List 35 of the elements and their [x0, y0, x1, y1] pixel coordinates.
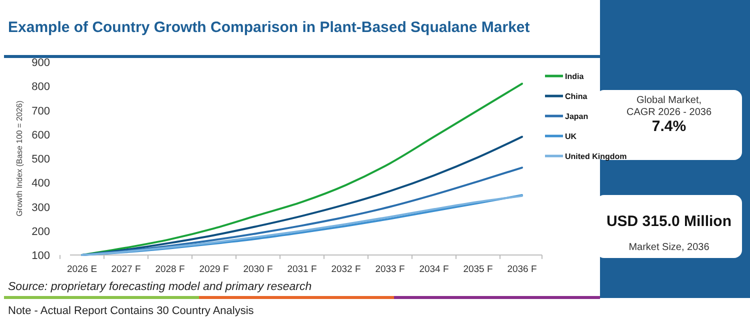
legend-label: United Kingdom — [565, 152, 627, 161]
text: Note - Actual Report Contains 30 Country Analysis — [8, 305, 254, 317]
y-tick-label: 200 — [32, 226, 50, 238]
y-tick-label: 900 — [32, 57, 50, 69]
x-tick-label: 2031 F — [287, 264, 317, 275]
y-tick-label: 300 — [32, 202, 50, 214]
x-tick-label: 2032 F — [331, 264, 361, 275]
x-tick-label: 2030 F — [243, 264, 273, 275]
x-tick-label: 2029 F — [199, 264, 229, 275]
y-tick-label: 100 — [32, 250, 50, 262]
y-tick-label: 400 — [32, 178, 50, 190]
line-series — [81, 136, 523, 256]
legend-label: China — [565, 92, 588, 101]
x-tick-label: 2034 F — [419, 264, 449, 275]
y-axis-title: Growth Index (Base 100 = 2026) — [15, 100, 24, 216]
line-series — [81, 82, 523, 256]
text: Market Size, 2036 — [628, 242, 710, 253]
x-tick-label: 2026 E — [66, 264, 98, 275]
source-note: Source: proprietary forecasting model and primary research — [8, 281, 312, 293]
x-tick-label: 2028 F — [155, 264, 185, 275]
text: 7.4% — [652, 118, 686, 135]
y-tick-label: 700 — [32, 105, 50, 118]
legend-label: UK — [565, 132, 577, 141]
text: Global Market, CAGR 2026 - 2036 — [626, 95, 712, 118]
x-tick-label: 2036 F — [507, 264, 537, 275]
x-tick-label: 2033 F — [375, 264, 405, 275]
x-tick-label: 2027 F — [111, 264, 141, 275]
y-tick-label: 500 — [32, 154, 50, 166]
legend-label: Japan — [565, 112, 588, 121]
y-tick-label: 600 — [32, 129, 50, 142]
text: USD 315.0 Million — [606, 213, 732, 230]
chart-title: Example of Country Growth Comparison in Plant-Based Squalane Market — [8, 19, 530, 36]
y-tick-label: 800 — [32, 81, 50, 94]
x-tick-label: 2035 F — [463, 264, 493, 275]
legend-label: India — [565, 72, 584, 81]
